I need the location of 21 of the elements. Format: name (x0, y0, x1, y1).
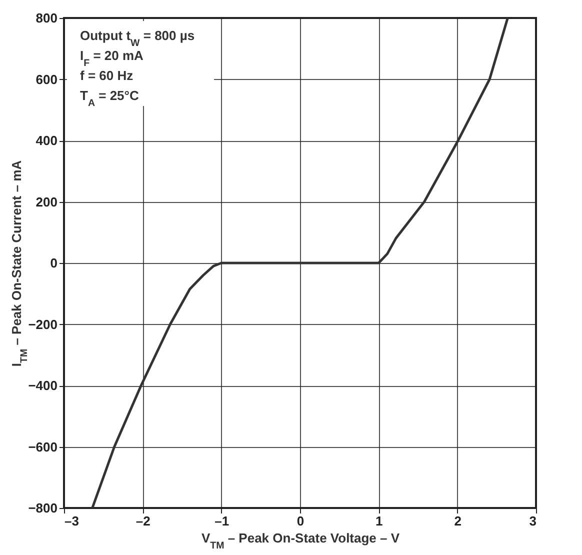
x-tick-label: –3 (64, 514, 79, 528)
annotation: I$_{F}$ = 20 mA (80, 48, 144, 68)
y-tick-label: −400 (28, 378, 58, 393)
x-tick-label: –1 (214, 514, 230, 528)
y-tick-label: −600 (28, 439, 58, 454)
annotation: T$_{A}$ = 25°C (80, 88, 140, 108)
y-tick-label: 600 (36, 72, 58, 87)
x-tick-label: 0 (296, 514, 304, 528)
y-tick-label: 400 (36, 133, 58, 148)
annotation: Output t$_{W}$ = 800 µs (80, 28, 195, 48)
x-tick-label: –2 (136, 514, 150, 528)
x-tick-label: 1 (376, 514, 383, 528)
x-tick-label: 3 (529, 514, 536, 528)
y-tick-label: 800 (36, 10, 58, 26)
y-tick-label: −200 (28, 316, 58, 332)
x-tick-label: 2 (454, 514, 462, 528)
x-axis-title: V$_{TM}$ – Peak On-State Voltage – V (201, 530, 400, 551)
y-tick-label: 0 (50, 256, 58, 270)
y-tick-label: 200 (36, 194, 58, 210)
y-tick-label: −800 (28, 500, 58, 516)
annotation: f = 60 Hz (80, 68, 134, 83)
